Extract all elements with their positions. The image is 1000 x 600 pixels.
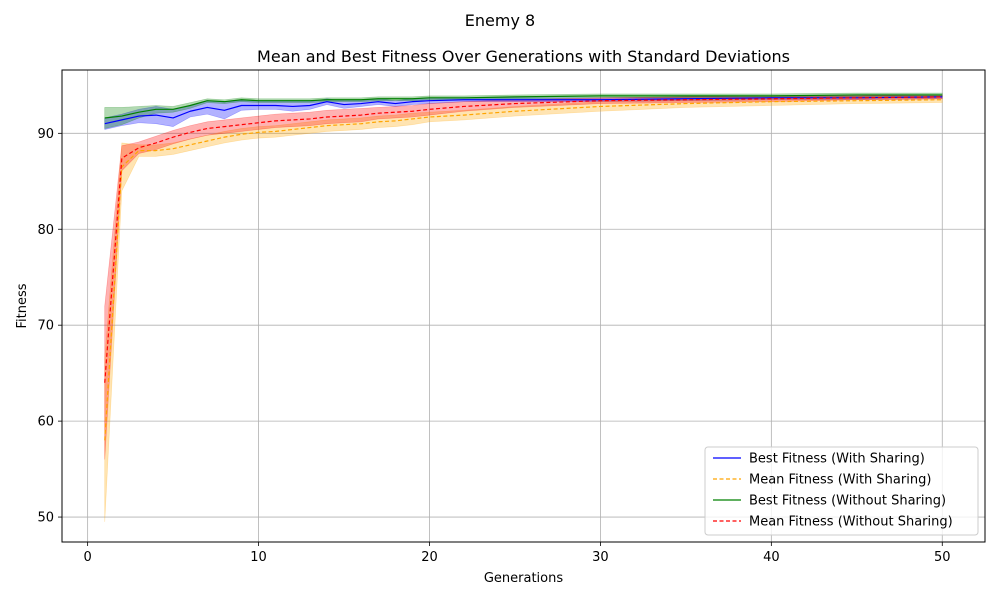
x-tick-label: 20 <box>421 550 438 565</box>
y-tick-label: 80 <box>37 223 54 238</box>
line-series-1 <box>104 99 943 441</box>
legend-label: Mean Fitness (With Sharing) <box>749 473 931 488</box>
x-tick-label: 10 <box>250 550 267 565</box>
y-tick-label: 50 <box>37 511 54 526</box>
grid-layer <box>62 70 985 542</box>
std-band-series-3 <box>104 94 943 460</box>
x-tick-label: 30 <box>592 550 609 565</box>
x-tick-label: 0 <box>83 550 91 565</box>
plot-frame <box>61 69 986 543</box>
std-band-series-0 <box>104 94 943 130</box>
legend-label: Best Fitness (With Sharing) <box>749 452 925 467</box>
x-tick-label: 40 <box>763 550 780 565</box>
tick-layer: 0 10 20 30 40 50 50 60 70 80 90 <box>37 127 950 565</box>
y-tick-label: 70 <box>37 319 54 334</box>
band-layer <box>104 92 943 522</box>
line-series-2 <box>104 94 943 119</box>
x-axis-label: Generations <box>484 571 564 586</box>
y-axis-label: Fitness <box>15 283 30 328</box>
legend: Best Fitness (With Sharing) Mean Fitness … <box>704 446 979 536</box>
chart-title: Mean and Best Fitness Over Generations w… <box>257 47 790 66</box>
x-tick-label: 50 <box>934 550 951 565</box>
legend-label: Best Fitness (Without Sharing) <box>749 494 946 509</box>
legend-box <box>704 446 979 536</box>
line-layer <box>104 94 943 441</box>
legend-label: Mean Fitness (Without Sharing) <box>749 515 953 530</box>
figure-suptitle: Enemy 8 <box>465 11 535 30</box>
y-tick-label: 60 <box>37 415 54 430</box>
std-band-series-1 <box>104 96 943 522</box>
line-series-0 <box>104 96 943 125</box>
y-tick-label: 90 <box>37 127 54 142</box>
line-series-3 <box>104 96 943 383</box>
